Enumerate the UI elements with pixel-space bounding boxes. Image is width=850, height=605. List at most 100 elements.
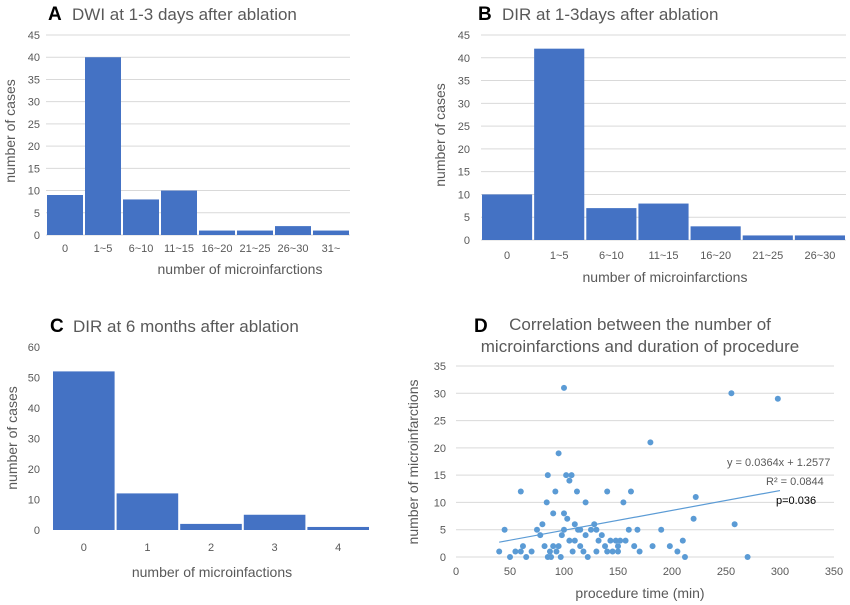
- panel-b-ylabel: number of cases: [432, 83, 448, 187]
- y-tick-label: 10: [434, 497, 446, 509]
- y-tick-label: 15: [458, 167, 470, 179]
- scatter-point: [607, 537, 614, 544]
- panel-a-xlabel: number of microinfarctions: [158, 261, 323, 277]
- bar: [742, 235, 793, 240]
- y-tick-label: 35: [28, 74, 40, 86]
- panel-c-letter: C: [50, 316, 64, 337]
- x-tick-label: 100: [555, 566, 573, 578]
- y-tick-label: 35: [458, 76, 470, 88]
- y-tick-label: 15: [28, 163, 40, 175]
- scatter-point: [728, 390, 735, 397]
- scatter-point: [571, 521, 578, 528]
- bar: [690, 226, 741, 240]
- scatter-point: [568, 472, 575, 479]
- x-tick-label: 21~25: [240, 243, 271, 255]
- scatter-point: [617, 537, 624, 544]
- panel-c-ylabel: number of cases: [4, 386, 20, 490]
- scatter-point: [552, 488, 559, 495]
- panel-d-p-value: p=0.036: [776, 495, 816, 507]
- x-tick-label: 250: [717, 566, 735, 578]
- scatter-point: [625, 526, 632, 533]
- scatter-point: [571, 537, 578, 544]
- scatter-point: [647, 439, 654, 446]
- scatter-point: [674, 548, 681, 555]
- scatter-point: [550, 543, 557, 550]
- scatter-point: [548, 554, 555, 560]
- scatter-point: [557, 554, 564, 560]
- y-tick-label: 0: [464, 235, 470, 247]
- x-tick-label: 2: [208, 542, 214, 554]
- x-tick-label: 11~15: [648, 250, 678, 262]
- scatter-point: [582, 499, 589, 506]
- scatter-point: [620, 499, 627, 506]
- bar: [85, 57, 121, 235]
- bar: [275, 226, 311, 235]
- panel-b-y-ticks: 0 5 10 15 20 25 30 35 40 45: [458, 30, 470, 247]
- bar: [116, 493, 179, 530]
- x-tick-label: 200: [663, 566, 681, 578]
- scatter-point: [666, 543, 673, 550]
- bar: [53, 371, 115, 530]
- y-tick-label: 40: [28, 52, 40, 64]
- scatter-point: [539, 521, 546, 528]
- scatter-point: [595, 537, 602, 544]
- y-tick-label: 60: [28, 342, 40, 354]
- panel-b-letter: B: [478, 4, 492, 25]
- y-tick-label: 0: [34, 230, 40, 242]
- panel-d-title-line-2: microinfarctions and duration of procedu…: [481, 337, 799, 356]
- scatter-point: [577, 543, 584, 550]
- scatter-point: [507, 554, 513, 560]
- x-tick-label: 31~: [322, 243, 341, 255]
- scatter-point: [563, 472, 570, 479]
- panel-d-equation: y = 0.0364x + 1.2577: [727, 457, 830, 469]
- panel-d-chart: D Correlation between the number of micr…: [405, 315, 843, 601]
- y-tick-label: 20: [28, 464, 40, 476]
- x-tick-label: 6~10: [599, 250, 624, 262]
- y-tick-label: 10: [28, 495, 40, 507]
- bar: [161, 190, 197, 235]
- x-tick-label: 16~20: [202, 243, 233, 255]
- panel-d-points: [496, 384, 781, 560]
- x-tick-label: 3: [272, 542, 278, 554]
- trendline: [499, 489, 781, 543]
- x-tick-label: 21~25: [752, 250, 783, 262]
- scatter-point: [774, 395, 781, 402]
- scatter-point: [582, 532, 589, 539]
- bar: [47, 195, 83, 235]
- panel-a-letter: A: [48, 4, 62, 25]
- scatter-point: [593, 548, 600, 555]
- scatter-point: [593, 526, 600, 533]
- bar: [237, 230, 273, 235]
- scatter-point: [631, 543, 638, 550]
- scatter-point: [550, 510, 557, 517]
- panel-b-x-ticks: 0 1~5 6~10 11~15 16~20 21~25 26~30: [504, 250, 835, 262]
- panel-a-bars: [47, 57, 349, 235]
- scatter-point: [634, 526, 641, 533]
- panel-a-chart: A DWI at 1-3 days after ablation number …: [2, 4, 350, 277]
- scatter-point: [604, 548, 611, 555]
- x-tick-label: 0: [504, 250, 510, 262]
- panel-c-bars: [53, 371, 369, 530]
- y-tick-label: 25: [28, 119, 40, 131]
- y-tick-label: 15: [434, 470, 446, 482]
- panel-c-xlabel: number of microinfactions: [132, 564, 292, 580]
- x-tick-label: 6~10: [129, 243, 154, 255]
- y-tick-label: 10: [28, 186, 40, 198]
- y-tick-label: 30: [458, 98, 470, 110]
- scatter-point: [555, 543, 562, 550]
- scatter-point: [566, 477, 573, 484]
- scatter-point: [602, 543, 609, 550]
- bar: [180, 523, 242, 530]
- x-tick-label: 0: [453, 566, 459, 578]
- x-tick-label: 50: [504, 566, 516, 578]
- panel-d-x-ticks: 0 50 100 150 200 250 300 350: [453, 566, 843, 578]
- scatter-point: [558, 532, 565, 539]
- scatter-point: [561, 384, 567, 391]
- scatter-point: [517, 488, 524, 495]
- scatter-point: [541, 543, 548, 550]
- scatter-point: [584, 554, 591, 560]
- panel-b-title: DIR at 1-3days after ablation: [502, 5, 718, 24]
- scatter-point: [561, 526, 567, 533]
- panel-d-r-squared: R² = 0.0844: [766, 476, 824, 488]
